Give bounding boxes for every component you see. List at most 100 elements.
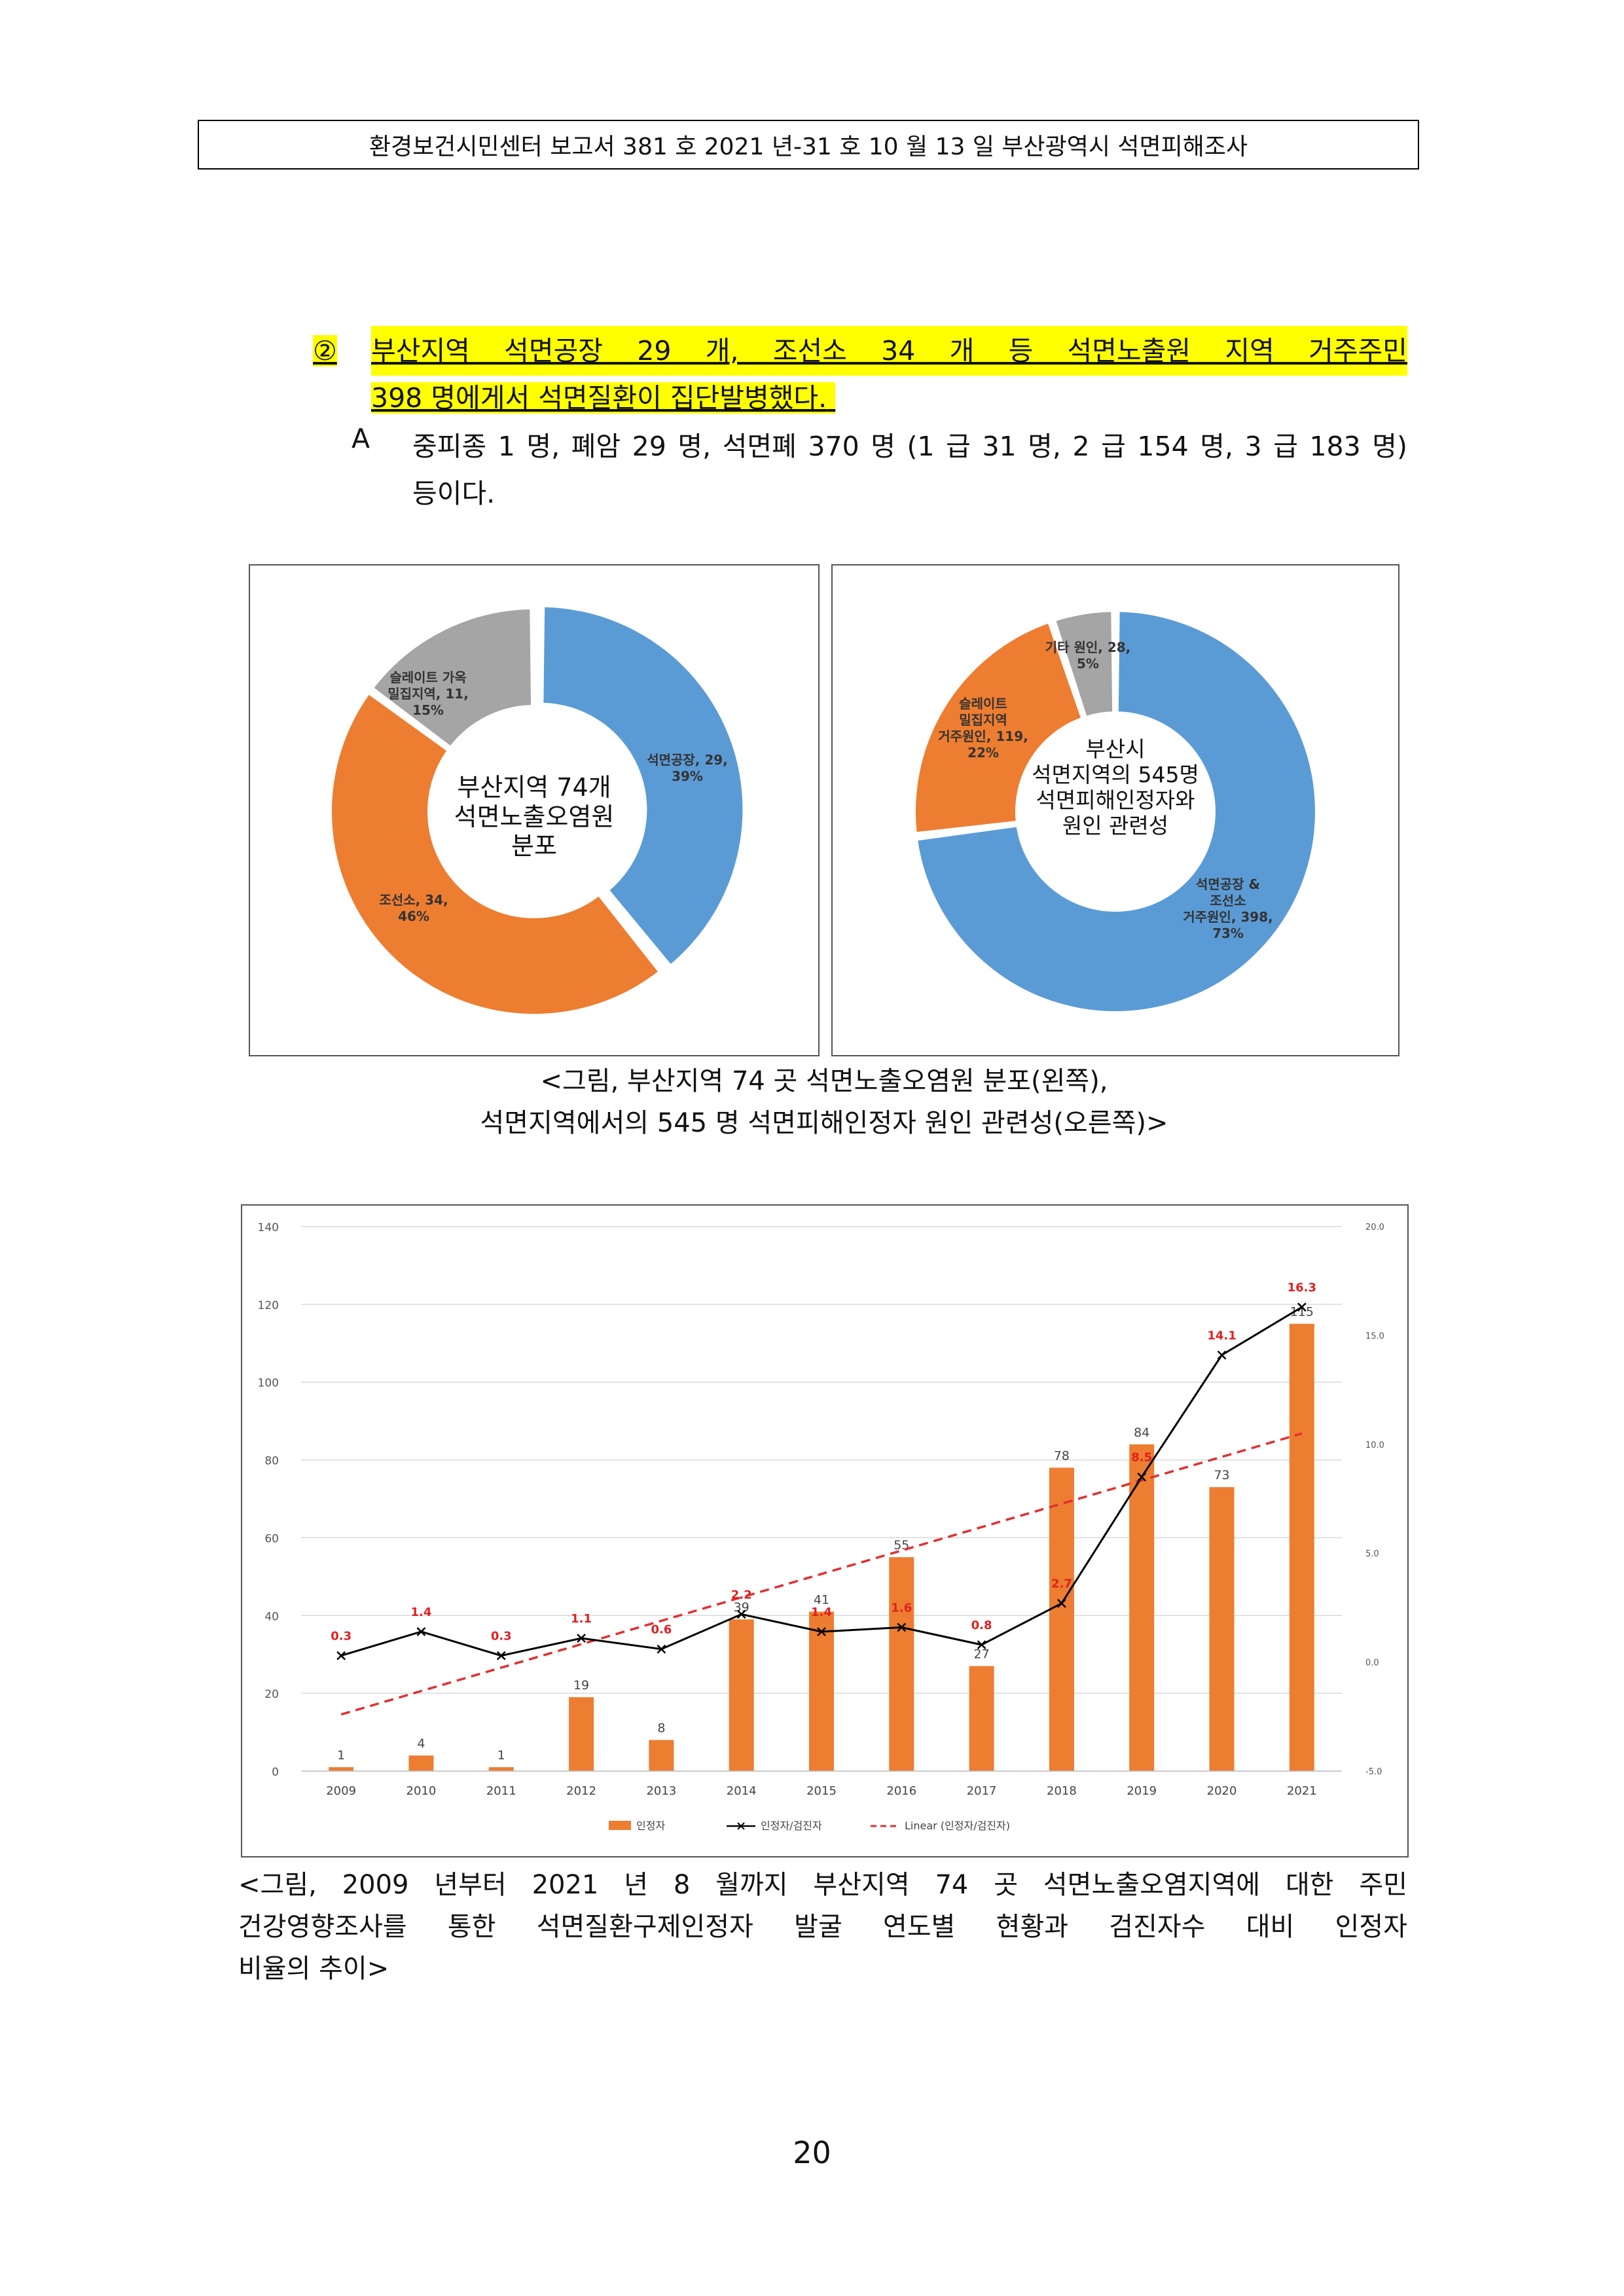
y-left-tick-label: 120 <box>258 1299 279 1312</box>
point-marker-text: ② <box>313 335 337 367</box>
bar <box>649 1740 674 1771</box>
caption-2-line-3: 비율의 추이> <box>238 1954 389 1984</box>
x-tick-label: 2010 <box>406 1784 437 1798</box>
ratio-marker <box>1297 1302 1307 1312</box>
ratio-marker <box>577 1634 586 1643</box>
y-right-tick-label: -5.0 <box>1365 1767 1382 1777</box>
x-tick-label: 2011 <box>486 1784 516 1798</box>
bar <box>809 1611 834 1771</box>
y-left-tick-label: 100 <box>258 1377 279 1390</box>
bar <box>408 1755 434 1771</box>
donut-slice <box>912 619 1086 836</box>
ratio-value-label: 8.5 <box>1131 1451 1152 1465</box>
bar-value-label: 39 <box>734 1600 749 1615</box>
bar-value-label: 27 <box>974 1647 990 1662</box>
bar-value-label: 1 <box>337 1748 345 1763</box>
slice-label: 조선소, 34, 46% <box>379 892 448 924</box>
point-marker: ② <box>313 326 337 376</box>
ratio-value-label: 14.1 <box>1207 1329 1236 1342</box>
x-tick-label: 2016 <box>886 1784 916 1798</box>
ratio-value-label: 1.6 <box>891 1601 912 1615</box>
donut-left-svg: 석면공장, 29, 39% 조선소, 34, 46% 슬레이트 가옥 밀집지역, 11, 1… <box>328 603 747 1018</box>
bar-value-label: 1 <box>497 1748 505 1763</box>
x-tick-label: 2018 <box>1047 1784 1077 1798</box>
ratio-value-label: 0.3 <box>491 1630 512 1643</box>
legend-label: Linear (인정자/검진자) <box>905 1820 1010 1832</box>
bar <box>969 1666 994 1771</box>
ratio-marker <box>1217 1350 1227 1360</box>
legend-swatch-bar <box>609 1821 631 1830</box>
x-tick-label: 2012 <box>566 1784 596 1798</box>
donut-chart-left: 석면공장, 29, 39% 조선소, 34, 46% 슬레이트 가옥 밀집지역, 11, 1… <box>249 564 820 1056</box>
item-a-line-2: 등이다. <box>412 478 496 509</box>
ratio-value-label: 0.6 <box>651 1623 672 1637</box>
combo-chart: 0 20 40 60 80 100 120 140 -5.0 0.0 5.0 10.0 15.0 20.0… <box>241 1204 1409 1857</box>
caption-1-line-1: <그림, 부산지역 74 곳 석면노출오염원 분포(왼쪽), <box>540 1066 1108 1096</box>
item-a-marker: A <box>352 423 370 454</box>
figure-caption-2: <그림, 2009 년부터 2021 년 8 월까지 부산지역 74 곳 석면노… <box>238 1864 1407 1990</box>
bar-value-label: 84 <box>1134 1426 1149 1440</box>
y-left-tick-label: 40 <box>264 1610 279 1623</box>
ratio-value-label: 1.4 <box>411 1605 432 1619</box>
bar-value-label: 19 <box>573 1678 589 1693</box>
bar-value-label: 73 <box>1214 1468 1229 1482</box>
legend-label: 인정자/검진자 <box>761 1820 822 1832</box>
ratio-marker <box>817 1627 826 1636</box>
trend-line <box>340 1432 1303 1716</box>
report-header: 환경보건시민센터 보고서 381 호 2021 년-31 호 10 월 13 일… <box>198 120 1419 170</box>
ratio-marker <box>897 1623 907 1632</box>
bar-value-label: 4 <box>417 1736 425 1751</box>
ratio-marker <box>736 1609 746 1619</box>
legend-marker <box>737 1822 745 1830</box>
bar-value-label: 55 <box>893 1538 909 1552</box>
bar-value-label: 78 <box>1054 1448 1070 1463</box>
y-left-tick-label: 80 <box>264 1455 279 1468</box>
ratio-marker <box>977 1640 986 1649</box>
y-right-tick-label: 5.0 <box>1365 1549 1379 1559</box>
bar <box>1289 1323 1314 1771</box>
ratio-value-label: 1.4 <box>811 1605 832 1619</box>
legend-label: 인정자 <box>636 1820 665 1832</box>
y-right-tick-label: 10.0 <box>1365 1441 1384 1450</box>
bar-value-label: 8 <box>657 1721 665 1735</box>
x-tick-label: 2021 <box>1287 1784 1317 1798</box>
donut-slice <box>1051 607 1117 721</box>
point-line-1: 부산지역 석면공장 29 개, 조선소 34 개 등 석면노출원 지역 거주주민 <box>371 326 1407 376</box>
bar-value-label: 115 <box>1290 1305 1314 1319</box>
y-right-tick-label: 20.0 <box>1365 1223 1384 1232</box>
bar <box>889 1557 914 1771</box>
bar <box>729 1619 754 1771</box>
x-tick-label: 2009 <box>326 1784 356 1798</box>
ratio-value-label: 2.2 <box>731 1588 752 1602</box>
item-a-line-1: 중피종 1 명, 폐암 29 명, 석면폐 370 명 (1 급 31 명, 2… <box>412 431 1407 462</box>
slice-label: 슬레이트 가옥 밀집지역, 11, 15% <box>388 670 469 718</box>
y-left-tick-label: 0 <box>272 1766 279 1779</box>
ratio-value-label: 1.1 <box>571 1612 592 1626</box>
x-tick-label: 2014 <box>727 1784 757 1798</box>
donut-slice <box>328 689 664 1018</box>
figure-caption-1: <그림, 부산지역 74 곳 석면노출오염원 분포(왼쪽), 석면지역에서의 5… <box>249 1060 1399 1144</box>
slice-label: 기타 원인, 28, 5% <box>1045 639 1131 672</box>
ratio-value-label: 0.3 <box>331 1630 352 1643</box>
x-tick-label: 2015 <box>806 1784 837 1798</box>
bar <box>569 1697 594 1771</box>
donut-slice <box>369 605 535 751</box>
point-line-2-wrap: 398 명에게서 석면질환이 집단발병했다. <box>371 373 836 423</box>
x-tick-label: 2013 <box>646 1784 676 1798</box>
x-tick-label: 2019 <box>1127 1784 1157 1798</box>
slice-label: 슬레이트 밀집지역 거주원인, 119, 22% <box>938 696 1028 761</box>
ratio-marker <box>657 1644 666 1654</box>
caption-1-line-2: 석면지역에서의 545 명 석면피해인정자 원인 관련성(오른쪽)> <box>480 1108 1168 1138</box>
y-left-tick-label: 20 <box>264 1688 279 1701</box>
bar <box>329 1767 354 1771</box>
ratio-marker <box>336 1651 346 1660</box>
bar-value-label: 41 <box>814 1592 829 1607</box>
bar <box>1209 1487 1235 1771</box>
y-left-tick-label: 140 <box>258 1221 279 1234</box>
point-line-2: 398 명에게서 석면질환이 집단발병했다. <box>371 382 827 414</box>
ratio-value-label: 0.8 <box>971 1619 992 1632</box>
bar <box>488 1767 514 1771</box>
item-a-text: 중피종 1 명, 폐암 29 명, 석면폐 370 명 (1 급 31 명, 2… <box>412 423 1407 517</box>
bar <box>1129 1444 1155 1771</box>
x-tick-label: 2017 <box>967 1784 997 1798</box>
